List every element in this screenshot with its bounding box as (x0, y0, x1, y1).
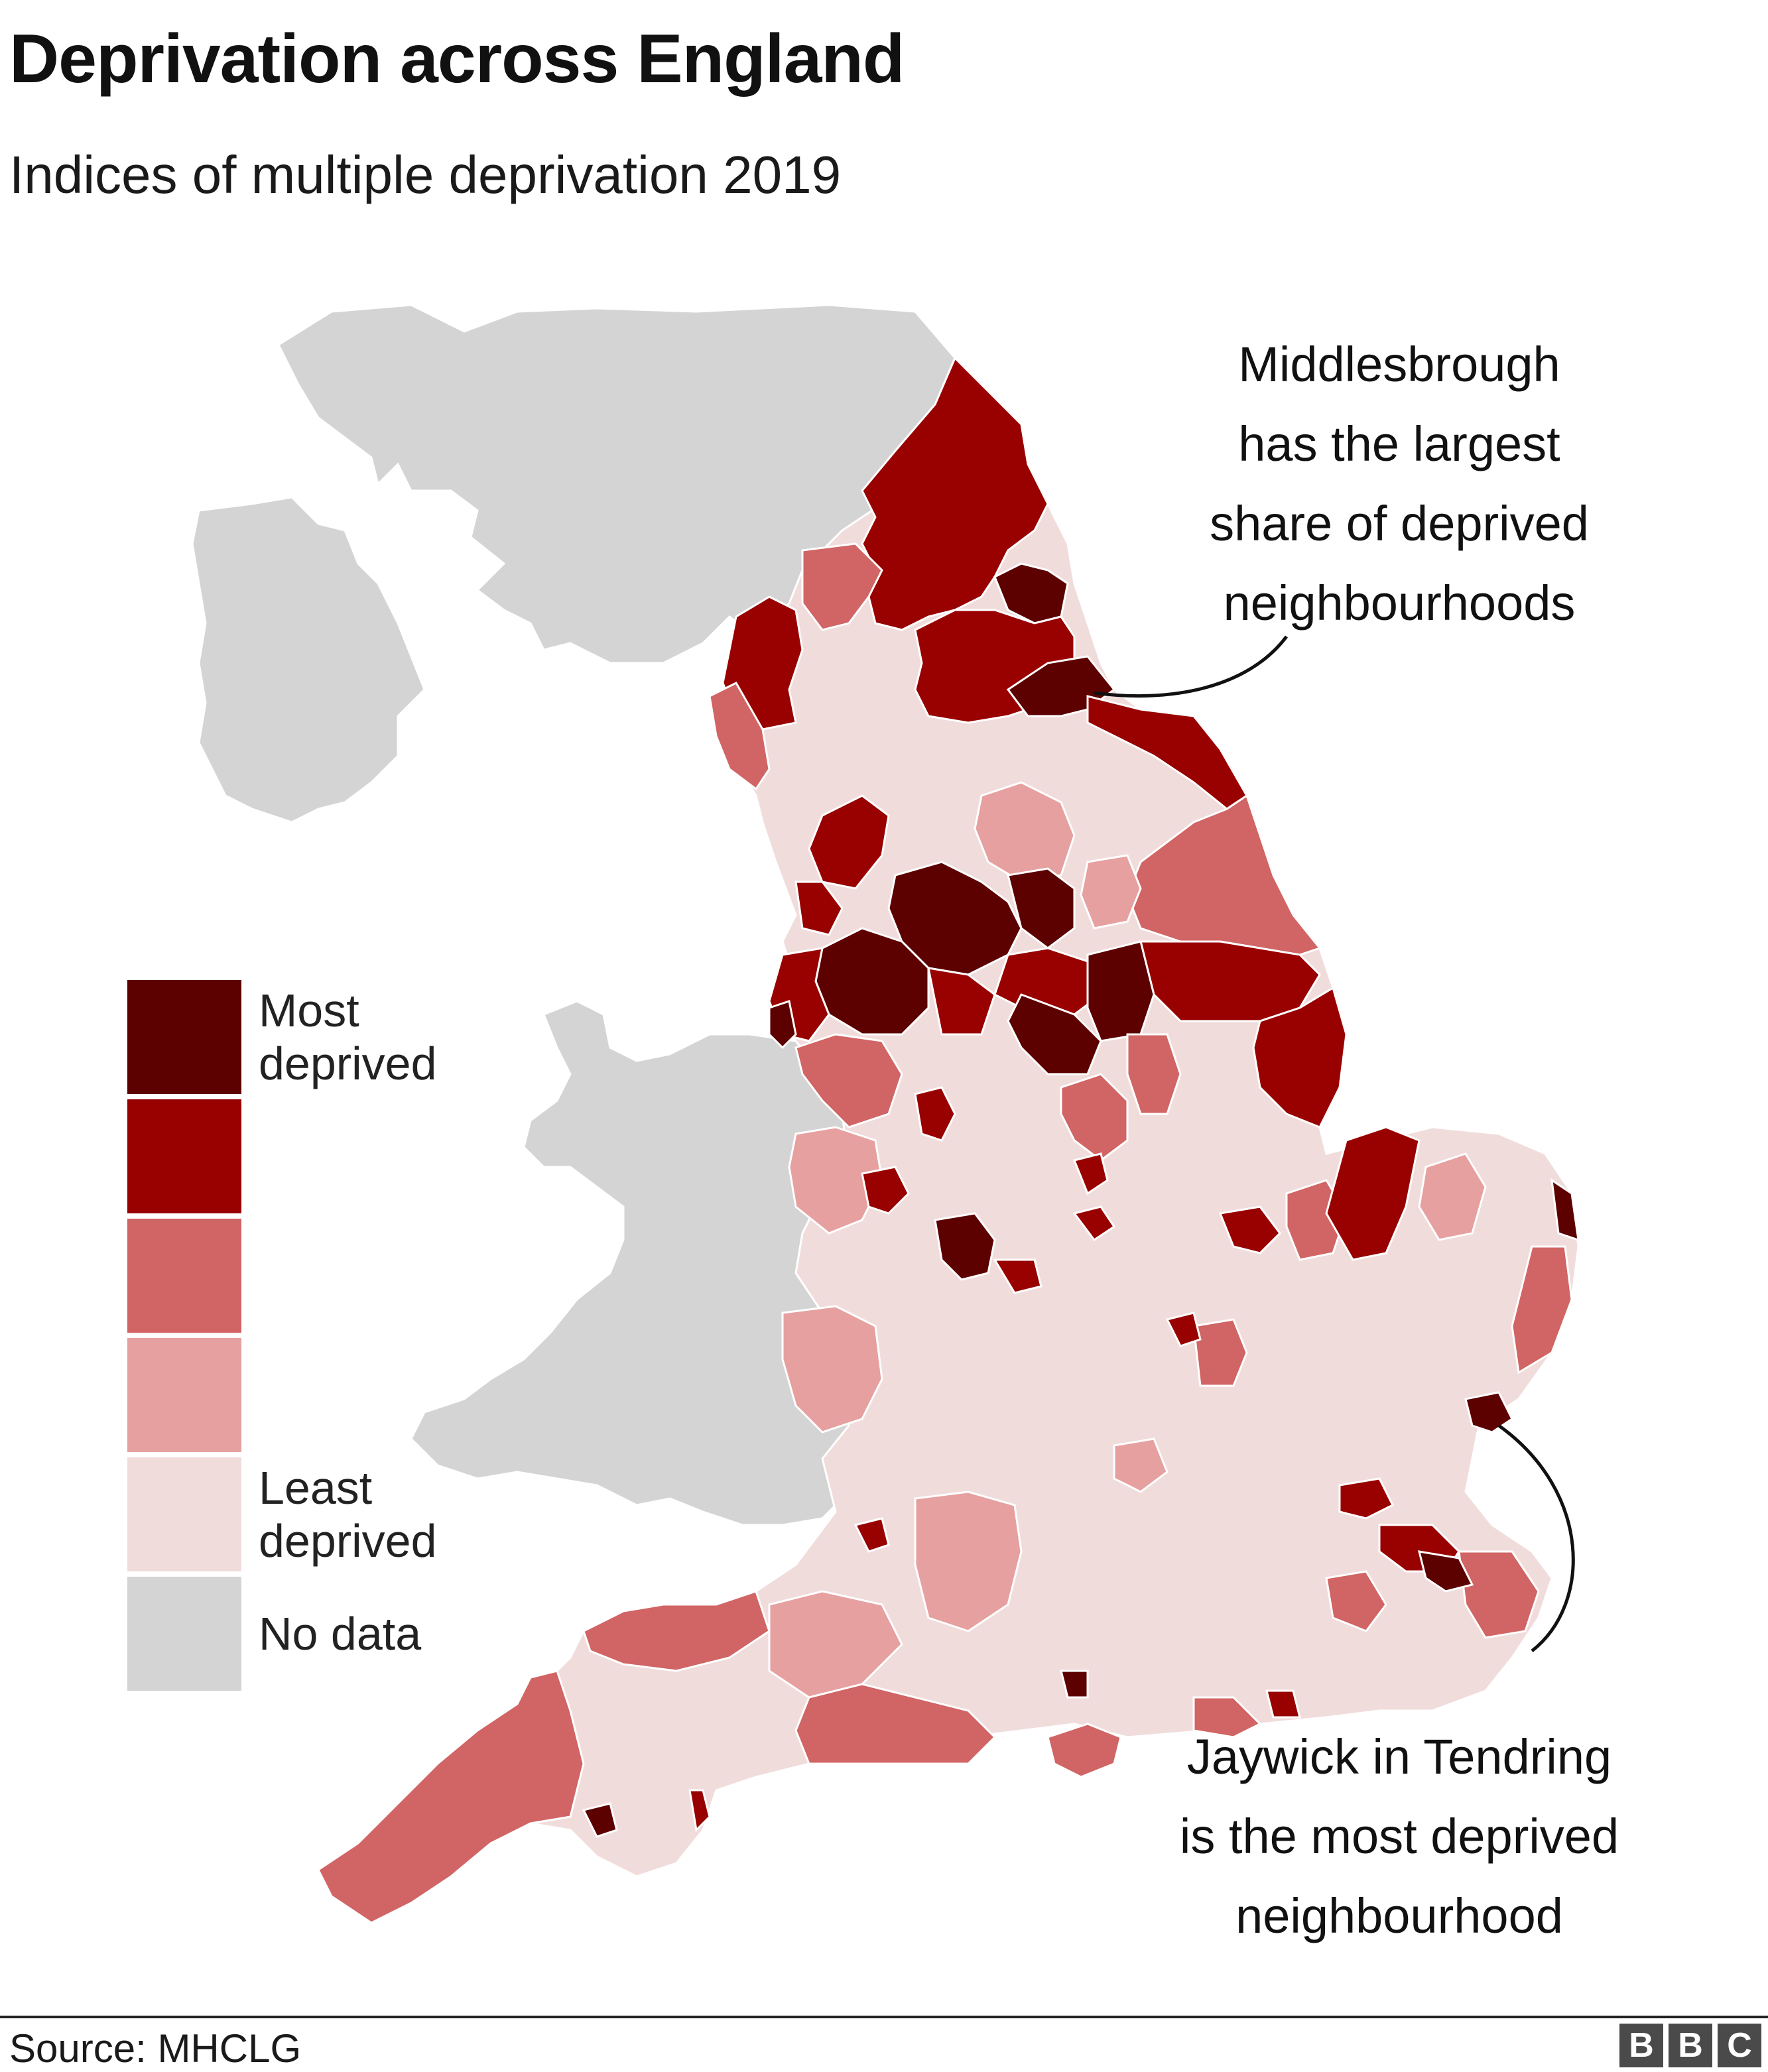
legend-label-line: No data (259, 1608, 422, 1660)
legend-label-line: Most (259, 985, 359, 1036)
legend-swatch-q4 (127, 1338, 241, 1452)
region-birmingham (934, 1212, 996, 1281)
region-york-east (1080, 854, 1142, 930)
footer-divider (0, 2016, 1768, 2018)
leader-lines (1094, 635, 1575, 1652)
legend-label-q5: Least deprived (259, 1461, 471, 1567)
region-somerset (768, 1590, 903, 1699)
chart-title: Deprivation across England (9, 21, 905, 97)
legend-label-line: deprived (259, 1038, 437, 1089)
jaywick-annotation-line: is the most deprived (1179, 1809, 1619, 1864)
region-shropshire (788, 1126, 883, 1235)
region-devon-north (582, 1590, 771, 1672)
region-torbay (582, 1802, 618, 1838)
region-fenland (1325, 1126, 1421, 1261)
region-cheshire (794, 1033, 903, 1128)
region-leeds-north (1007, 867, 1076, 949)
legend-swatch-q2 (127, 1099, 241, 1213)
middlesbrough-annotation-line: neighbourhoods (1223, 576, 1576, 631)
region-portsmouth (1060, 1670, 1089, 1699)
region-suffolk-coast (1511, 1245, 1573, 1374)
middlesbrough-annotation-line: share of deprived (1210, 496, 1589, 551)
region-plymouth-south (688, 1789, 711, 1833)
wales-region (410, 1000, 850, 1526)
middlesbrough-leader-line (1094, 635, 1288, 698)
bbc-logo: B B C (1619, 2024, 1761, 2067)
region-bristol (853, 1517, 890, 1553)
middlesbrough-annotation: Middlesbrough has the largest share of d… (1127, 325, 1671, 643)
region-wigan-bolton (927, 967, 996, 1036)
jaywick-annotation-line: neighbourhood (1235, 1888, 1563, 1943)
region-sheffield-barnsley (1007, 993, 1102, 1075)
northern-ireland-region (191, 496, 426, 823)
chart-subtitle: Indices of multiple deprivation 2019 (9, 145, 842, 204)
legend-swatch-q5 (127, 1457, 241, 1571)
region-doncaster (1086, 940, 1155, 1042)
region-leicester (1072, 1205, 1116, 1242)
legend-swatch-na (127, 1577, 241, 1691)
region-tyneside (993, 562, 1069, 625)
region-kent-east (1458, 1550, 1540, 1639)
region-telford (861, 1166, 910, 1215)
region-stoke (914, 1086, 956, 1142)
region-wirral (768, 1000, 797, 1050)
region-peterborough (1218, 1205, 1281, 1254)
legend-swatch-q1 (127, 980, 241, 1094)
legend-label-q1: Most deprived (259, 984, 471, 1090)
bbc-logo-letter: C (1718, 2024, 1761, 2067)
region-norfolk-east (1418, 1152, 1487, 1241)
source-credit: Source: MHCLG (9, 2026, 302, 2071)
region-jaywick (1464, 1391, 1513, 1433)
jaywick-leader-line (1497, 1424, 1575, 1652)
region-luton (1165, 1311, 1202, 1347)
region-dorset (794, 1683, 997, 1765)
region-lincoln-mid (1126, 1033, 1182, 1115)
region-bedford (1192, 1318, 1248, 1387)
region-hull (1139, 940, 1321, 1022)
jaywick-annotation-line: Jaywick in Tendring (1186, 1729, 1612, 1784)
region-northumberland (861, 356, 1049, 631)
legend-label-line: deprived (259, 1515, 437, 1567)
region-barrow (708, 682, 771, 791)
region-south-coast (1192, 1696, 1262, 1738)
region-harrogate (974, 781, 1076, 883)
region-nottingham (1072, 1152, 1109, 1195)
england-regions (317, 356, 1580, 1924)
region-herefordshire (781, 1305, 883, 1433)
region-hastings (1265, 1689, 1301, 1719)
legend-swatch-q3 (127, 1219, 241, 1333)
region-isle-of-wight (1046, 1723, 1122, 1778)
region-london-east (1338, 1477, 1395, 1520)
region-swindon-wiltshire (914, 1491, 1023, 1632)
region-great-yarmouth (1550, 1178, 1580, 1242)
scotland-region (277, 304, 956, 664)
bbc-logo-letter: B (1619, 2024, 1663, 2067)
region-lincolnshire (1252, 986, 1348, 1128)
legend-label-line: Least (259, 1462, 373, 1514)
bbc-logo-letter: B (1669, 2024, 1712, 2067)
jaywick-annotation: Jaywick in Tendring is the most deprived… (1114, 1717, 1684, 1956)
middlesbrough-annotation-line: Middlesbrough (1238, 337, 1560, 392)
region-blackpool (794, 881, 844, 936)
deprivation-map (191, 304, 1580, 1924)
middlesbrough-annotation-line: has the largest (1238, 416, 1560, 471)
region-cornwall (317, 1670, 585, 1924)
region-lancashire-north (808, 794, 890, 890)
region-coventry (993, 1258, 1042, 1294)
region-carlisle (801, 542, 883, 631)
region-medway (1325, 1570, 1387, 1632)
region-tendring-south (1417, 1550, 1474, 1593)
legend-label-na: No data (259, 1607, 471, 1660)
region-east-yorkshire-coast (1126, 794, 1322, 956)
region-reading (1113, 1437, 1168, 1493)
region-derby-notts (1060, 1073, 1129, 1162)
